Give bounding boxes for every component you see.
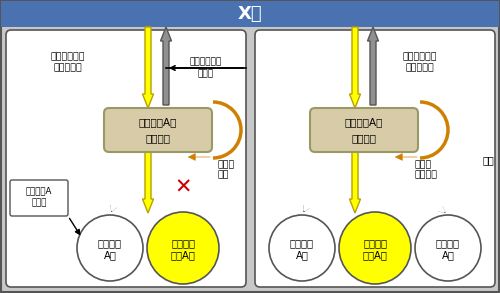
Text: メーカー: メーカー — [146, 133, 171, 143]
FancyBboxPatch shape — [310, 108, 418, 152]
Text: A２: A２ — [104, 250, 117, 260]
Bar — [1, 1, 499, 27]
Text: 電子部品: 電子部品 — [436, 238, 460, 248]
Text: 制限なし: 制限なし — [415, 171, 438, 180]
FancyBboxPatch shape — [10, 180, 68, 216]
FancyArrow shape — [350, 27, 360, 108]
Text: ライセンスの: ライセンスの — [190, 57, 222, 67]
Text: A２: A２ — [296, 250, 308, 260]
Text: ライセンス: ライセンス — [406, 64, 434, 72]
FancyBboxPatch shape — [255, 30, 495, 287]
Text: メーカー: メーカー — [352, 133, 376, 143]
Text: 支払い: 支払い — [198, 69, 214, 79]
Circle shape — [415, 215, 481, 281]
FancyArrow shape — [160, 27, 172, 105]
Text: の製造: の製造 — [32, 198, 46, 207]
Text: 部品A１: 部品A１ — [362, 250, 388, 260]
FancyBboxPatch shape — [6, 30, 246, 287]
FancyArrow shape — [350, 152, 360, 213]
Text: 製造の: 製造の — [415, 161, 432, 169]
Text: A１: A１ — [442, 250, 454, 260]
Text: ライセンス: ライセンス — [54, 64, 82, 72]
Circle shape — [77, 215, 143, 281]
Circle shape — [339, 212, 411, 284]
Text: X社: X社 — [238, 5, 262, 23]
FancyBboxPatch shape — [104, 108, 212, 152]
Text: 製造特許等の: 製造特許等の — [51, 52, 85, 62]
FancyArrow shape — [142, 27, 154, 108]
Circle shape — [147, 212, 219, 284]
Text: 電子部品: 電子部品 — [290, 238, 314, 248]
FancyArrow shape — [142, 152, 154, 213]
Text: ✕: ✕ — [174, 178, 192, 198]
Text: 製造特許等の: 製造特許等の — [403, 52, 437, 62]
Text: 製造: 製造 — [482, 155, 494, 165]
FancyArrow shape — [368, 27, 378, 105]
Circle shape — [269, 215, 335, 281]
Text: 競合電子: 競合電子 — [171, 238, 195, 248]
Text: 競合電子: 競合電子 — [363, 238, 387, 248]
Text: 禁止: 禁止 — [218, 171, 230, 180]
Text: 製造の: 製造の — [218, 161, 236, 169]
Text: 電子部品A: 電子部品A — [26, 187, 52, 195]
Text: 電子部品Aの: 電子部品Aの — [139, 117, 177, 127]
Text: 電子部品Aの: 電子部品Aの — [345, 117, 383, 127]
Text: 部品A１: 部品A１ — [170, 250, 196, 260]
Text: 電子部品: 電子部品 — [98, 238, 122, 248]
